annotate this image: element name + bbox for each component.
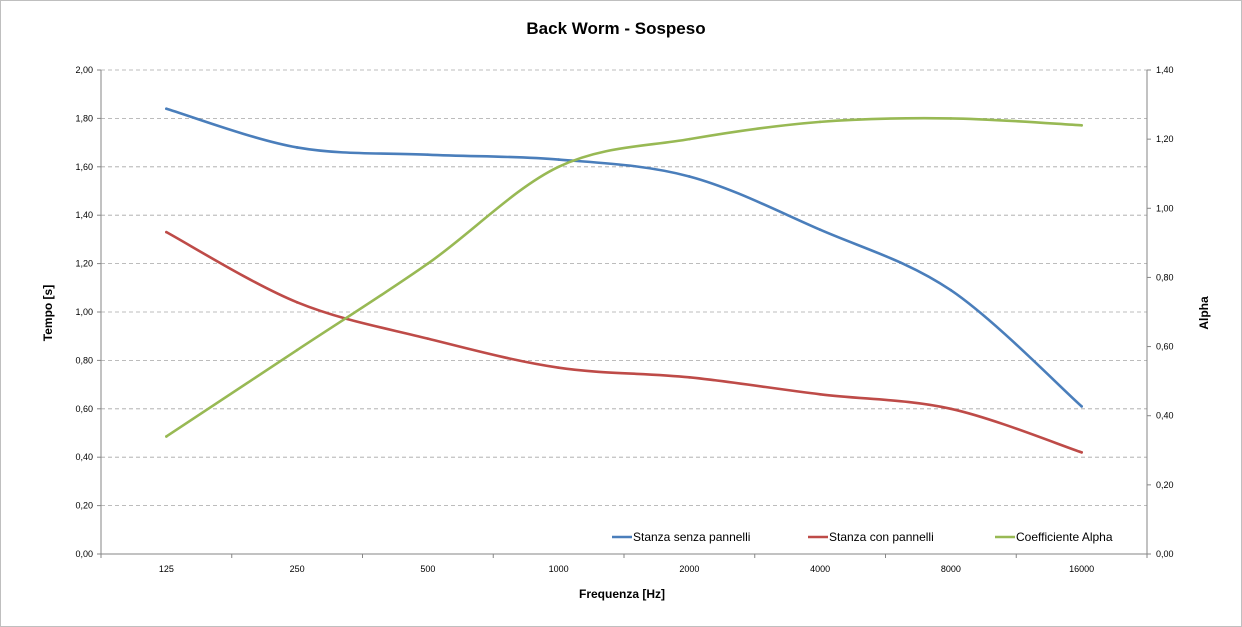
- y2-tick-label: 0,40: [1156, 411, 1174, 421]
- y-tick-label: 1,60: [75, 162, 93, 172]
- y-tick-label: 0,80: [75, 355, 93, 365]
- x-tick-label: 8000: [941, 564, 961, 574]
- y-axis-title: Tempo [s]: [41, 285, 55, 341]
- data-point-stanza-con-pannelli: [165, 230, 168, 234]
- y2-tick-label: 0,80: [1156, 272, 1174, 282]
- data-point-coefficiente-alpha: [557, 165, 560, 169]
- y2-axis-title: Alpha: [1197, 296, 1211, 330]
- data-point-stanza-con-pannelli: [426, 337, 430, 340]
- legend-label-stanza-con-pannelli: Stanza con pannelli: [829, 530, 934, 544]
- legend-label-stanza-senza-pannelli: Stanza senza pannelli: [633, 530, 750, 544]
- data-point-stanza-con-pannelli: [688, 376, 691, 379]
- y-tick-label: 1,40: [75, 210, 93, 220]
- x-tick-label: 500: [420, 564, 435, 574]
- axes-layer: 0,00 0,20 0,40 0,60 0,80 1,00 1,20 1,40 1,60 1,80…: [75, 65, 1173, 574]
- y2-tick-label: 1,40: [1156, 65, 1174, 75]
- data-point-coefficiente-alpha: [165, 435, 168, 438]
- x-tick-label: 125: [159, 564, 174, 574]
- y2-tick-label: 1,00: [1156, 203, 1174, 213]
- y2-tick-label: 0,20: [1156, 480, 1174, 490]
- data-point-stanza-senza-pannelli: [818, 228, 822, 232]
- y-tick-label: 0,20: [75, 501, 93, 511]
- data-point-stanza-senza-pannelli: [426, 153, 430, 156]
- data-point-stanza-con-pannelli: [557, 366, 560, 369]
- y-tick-label: 0,00: [75, 549, 93, 559]
- data-point-stanza-senza-pannelli: [949, 288, 953, 292]
- y-tick-label: 0,40: [75, 452, 93, 462]
- data-point-stanza-senza-pannelli: [557, 158, 560, 161]
- x-tick-label: 4000: [810, 564, 830, 574]
- data-point-stanza-con-pannelli: [295, 301, 299, 304]
- data-point-stanza-con-pannelli: [818, 392, 822, 396]
- data-point-coefficiente-alpha: [1080, 124, 1083, 127]
- y2-tick-label: 0,60: [1156, 342, 1174, 352]
- series-line-stanza-con-pannelli: [165, 230, 1083, 454]
- y2-tick-label: 0,00: [1156, 549, 1174, 559]
- y-tick-label: 1,20: [75, 259, 93, 269]
- y2-tick-label: 1,20: [1156, 134, 1174, 144]
- legend-label-coefficiente-alpha: Coefficiente Alpha: [1016, 530, 1113, 544]
- x-tick-label: 16000: [1069, 564, 1094, 574]
- x-tick-label: 1000: [549, 564, 569, 574]
- data-point-stanza-senza-pannelli: [1080, 405, 1083, 408]
- data-point-coefficiente-alpha: [949, 117, 953, 120]
- data-point-coefficiente-alpha: [818, 120, 822, 124]
- x-tick-label: 250: [290, 564, 305, 574]
- chart-title: Back Worm - Sospeso: [526, 19, 705, 38]
- grid-layer: [101, 69, 1147, 507]
- data-point-stanza-con-pannelli: [1080, 451, 1083, 454]
- x-axis-title: Frequenza [Hz]: [579, 587, 665, 601]
- data-point-stanza-senza-pannelli: [688, 175, 691, 178]
- series-layer: [165, 107, 1083, 454]
- y-tick-label: 0,60: [75, 404, 93, 414]
- data-point-coefficiente-alpha: [295, 348, 299, 352]
- legend: Stanza senza pannelli Stanza con pannelli…: [612, 530, 1113, 544]
- y-tick-label: 1,80: [75, 113, 93, 123]
- x-tick-label: 2000: [679, 564, 699, 574]
- series-line-coefficiente-alpha: [165, 116, 1083, 438]
- y-tick-label: 1,00: [75, 307, 93, 317]
- data-point-coefficiente-alpha: [426, 262, 430, 265]
- data-point-stanza-con-pannelli: [949, 407, 953, 411]
- data-point-stanza-senza-pannelli: [165, 107, 168, 111]
- y-tick-label: 2,00: [75, 65, 93, 75]
- data-point-stanza-senza-pannelli: [295, 146, 299, 149]
- data-point-coefficiente-alpha: [688, 137, 691, 141]
- series-line-stanza-senza-pannelli: [165, 107, 1083, 408]
